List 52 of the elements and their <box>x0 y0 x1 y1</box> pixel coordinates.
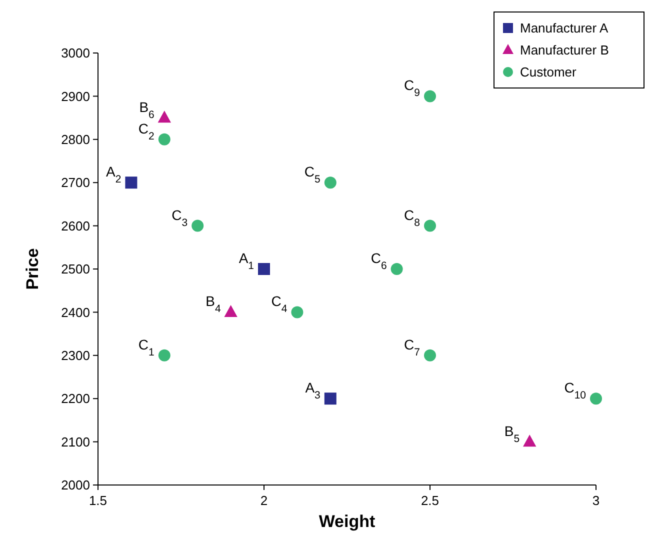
annotation: C$_{2}$ <box>138 120 155 142</box>
y-tick-label: 2600 <box>61 218 90 234</box>
annotation: B$_{5}$ <box>504 422 520 445</box>
y-tick-label: 2900 <box>61 88 90 104</box>
legend-label: Customer <box>520 64 578 80</box>
annotation: C$_{4}$ <box>271 293 288 316</box>
annotation: C$_{5}$ <box>304 164 321 186</box>
y-axis-title: Price <box>23 248 42 290</box>
point <box>158 349 170 362</box>
point <box>158 110 171 123</box>
annotation: B$_{4}$ <box>206 293 221 316</box>
annotation: C$_{1}$ <box>138 336 155 358</box>
legend-label: Manufacturer B <box>520 42 609 58</box>
annotation: C$_{10}$ <box>564 380 586 402</box>
point <box>224 305 238 317</box>
x-tick-label: 2 <box>260 493 268 508</box>
point <box>324 392 336 405</box>
y-tick-label: 2800 <box>61 132 90 147</box>
point <box>390 263 403 275</box>
legend-label: Manufacturer A <box>520 20 608 36</box>
point <box>291 306 304 318</box>
y-tick-label: 2200 <box>61 391 90 406</box>
x-tick-label: 2.5 <box>420 493 440 508</box>
annotation: B$_{6}$ <box>139 98 155 121</box>
y-tick-label: 2700 <box>61 175 90 190</box>
annotation: A$_{1}$ <box>238 250 254 272</box>
annotation: A$_{2}$ <box>106 164 122 186</box>
point <box>125 176 138 189</box>
point <box>192 220 204 232</box>
y-tick-label: 2000 <box>61 478 90 493</box>
point <box>523 434 536 447</box>
annotation: C$_{3}$ <box>172 206 188 229</box>
point <box>324 176 336 189</box>
y-tick-label: 2400 <box>61 304 90 320</box>
x-tick-label: 1.5 <box>88 493 108 508</box>
point <box>424 349 436 362</box>
y-tick-label: 3000 <box>61 46 90 61</box>
x-axis-title: Weight <box>318 512 376 531</box>
annotation: C$_{7}$ <box>404 336 420 358</box>
y-tick-label: 2100 <box>61 434 90 450</box>
annotation: C$_{9}$ <box>404 77 420 100</box>
x-tick-label: 3 <box>592 493 600 508</box>
y-tick-label: 2500 <box>61 262 90 277</box>
point <box>158 133 170 146</box>
point <box>590 392 602 405</box>
y-tick-label: 2300 <box>61 348 90 363</box>
annotation: C$_{6}$ <box>370 250 387 272</box>
annotation: A$_{3}$ <box>305 380 321 402</box>
point <box>424 90 436 102</box>
point <box>258 263 270 275</box>
annotation: C$_{8}$ <box>404 206 420 229</box>
point <box>424 220 436 232</box>
